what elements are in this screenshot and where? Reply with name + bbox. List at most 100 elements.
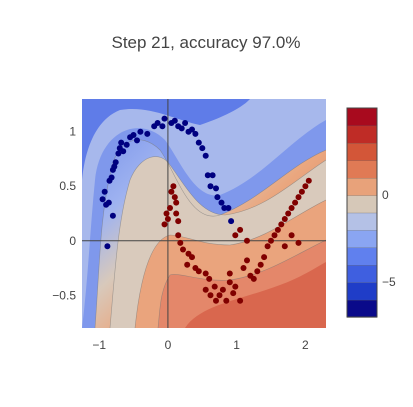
data-point bbox=[189, 254, 195, 261]
x-tick-label: 1 bbox=[233, 338, 240, 352]
data-point bbox=[288, 232, 295, 239]
data-point bbox=[226, 270, 233, 277]
data-point bbox=[115, 150, 122, 157]
colorbar-band bbox=[346, 229, 378, 248]
y-tick-label: 0.5 bbox=[59, 179, 76, 193]
data-point bbox=[178, 125, 185, 132]
data-point bbox=[254, 268, 261, 275]
data-point bbox=[104, 243, 111, 250]
data-point bbox=[168, 188, 175, 195]
series-1 bbox=[161, 177, 312, 304]
data-point bbox=[167, 205, 173, 211]
colorbar-band bbox=[346, 282, 378, 301]
colorbar-tick-label: 0 bbox=[382, 188, 389, 202]
data-point bbox=[244, 237, 250, 244]
y-tick-label: 1 bbox=[69, 125, 76, 139]
data-point bbox=[213, 185, 219, 192]
y-axis-ticks: −0.5 0 0.5 1 bbox=[52, 125, 76, 303]
data-point bbox=[225, 205, 232, 211]
data-point bbox=[163, 210, 170, 217]
data-point bbox=[180, 246, 186, 253]
data-point bbox=[237, 297, 244, 304]
data-point bbox=[137, 128, 144, 135]
data-point bbox=[177, 239, 184, 246]
data-point bbox=[268, 237, 274, 244]
colorbar-band bbox=[346, 142, 378, 161]
data-point bbox=[130, 132, 137, 138]
data-point bbox=[175, 232, 182, 239]
data-point bbox=[264, 243, 271, 250]
chart-title: Step 21, accuracy 97.0% bbox=[111, 33, 300, 52]
data-point bbox=[134, 137, 140, 144]
data-point bbox=[305, 177, 312, 184]
scatter-series-layer bbox=[99, 115, 312, 304]
x-tick-label: 2 bbox=[302, 338, 309, 352]
contour-line bbox=[94, 139, 326, 328]
colorbar-band bbox=[346, 212, 378, 231]
colorbar-band bbox=[346, 247, 378, 266]
data-point bbox=[261, 254, 268, 261]
data-point bbox=[206, 275, 213, 282]
data-point bbox=[228, 218, 235, 225]
data-point bbox=[170, 183, 177, 190]
colorbar-band bbox=[346, 194, 378, 214]
data-point bbox=[105, 199, 112, 206]
data-point bbox=[271, 232, 278, 239]
x-tick-label: 0 bbox=[165, 338, 172, 352]
data-point bbox=[195, 268, 202, 275]
colorbar-band bbox=[346, 160, 378, 179]
data-point bbox=[202, 152, 209, 159]
data-point bbox=[184, 261, 191, 268]
colorbar: 0 −5 bbox=[346, 107, 396, 318]
data-point bbox=[168, 120, 175, 126]
colorbar-tick-label: −5 bbox=[382, 275, 396, 289]
data-point bbox=[161, 221, 168, 228]
colorbar-band bbox=[346, 125, 378, 144]
data-point bbox=[202, 286, 209, 293]
data-point bbox=[216, 292, 223, 299]
data-point bbox=[250, 275, 257, 282]
data-point bbox=[219, 286, 226, 293]
data-point bbox=[164, 216, 171, 222]
data-point bbox=[159, 123, 166, 130]
data-point bbox=[218, 199, 225, 206]
data-point bbox=[232, 232, 239, 239]
x-tick-label: −1 bbox=[92, 338, 106, 352]
data-point bbox=[207, 292, 214, 299]
data-point bbox=[99, 196, 106, 203]
data-point bbox=[226, 279, 233, 286]
data-point bbox=[257, 261, 264, 268]
data-point bbox=[161, 115, 168, 122]
data-point bbox=[195, 139, 202, 146]
x-axis-ticks: −1 0 1 2 bbox=[92, 338, 309, 352]
colorbar-ticks: 0 −5 bbox=[382, 188, 396, 289]
data-point bbox=[173, 199, 180, 206]
data-point bbox=[288, 205, 295, 211]
contour-band-red bbox=[185, 262, 326, 328]
colorbar-outline bbox=[346, 107, 378, 318]
data-point bbox=[101, 188, 108, 195]
data-point bbox=[232, 283, 239, 290]
data-point bbox=[182, 120, 189, 126]
contour-line bbox=[157, 239, 326, 328]
data-point bbox=[211, 283, 218, 290]
data-point bbox=[123, 141, 130, 148]
data-point bbox=[112, 159, 119, 166]
data-point bbox=[171, 194, 178, 201]
contour-band-beige bbox=[110, 156, 326, 328]
data-point bbox=[244, 257, 250, 264]
contour-band-blue-deep bbox=[82, 99, 250, 180]
data-point bbox=[118, 139, 125, 146]
series-0 bbox=[99, 115, 235, 250]
colorbar-band bbox=[346, 264, 378, 283]
data-point bbox=[144, 130, 151, 137]
data-point bbox=[108, 174, 115, 181]
data-point bbox=[278, 221, 285, 228]
data-point bbox=[175, 218, 182, 225]
data-point bbox=[240, 265, 247, 271]
data-point bbox=[189, 126, 195, 133]
data-point bbox=[230, 290, 237, 297]
data-point bbox=[281, 216, 288, 222]
data-point bbox=[292, 199, 299, 206]
